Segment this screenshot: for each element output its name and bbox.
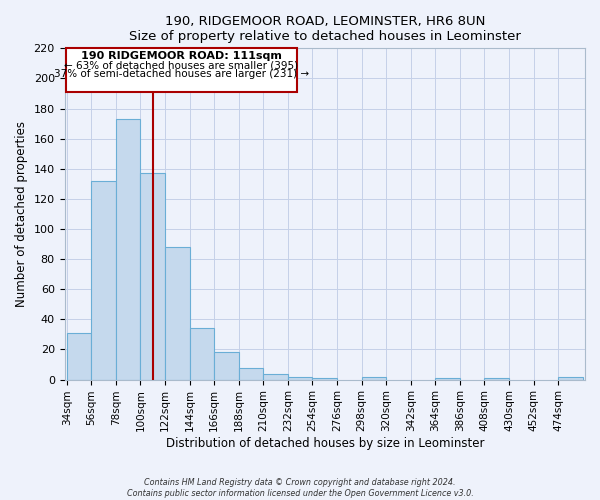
Bar bbox=[436, 378, 460, 380]
X-axis label: Distribution of detached houses by size in Leominster: Distribution of detached houses by size … bbox=[166, 437, 484, 450]
Bar bbox=[558, 376, 583, 380]
Bar bbox=[67, 333, 91, 380]
Bar bbox=[165, 247, 190, 380]
Bar bbox=[140, 174, 165, 380]
Bar bbox=[239, 368, 263, 380]
Text: 190 RIDGEMOOR ROAD: 111sqm: 190 RIDGEMOOR ROAD: 111sqm bbox=[81, 52, 281, 62]
Y-axis label: Number of detached properties: Number of detached properties bbox=[15, 121, 28, 307]
Bar bbox=[190, 328, 214, 380]
Bar bbox=[91, 181, 116, 380]
Bar bbox=[362, 376, 386, 380]
Bar bbox=[214, 352, 239, 380]
Bar bbox=[263, 374, 288, 380]
FancyBboxPatch shape bbox=[65, 48, 297, 92]
Bar bbox=[484, 378, 509, 380]
Text: Contains HM Land Registry data © Crown copyright and database right 2024.
Contai: Contains HM Land Registry data © Crown c… bbox=[127, 478, 473, 498]
Text: ← 63% of detached houses are smaller (395): ← 63% of detached houses are smaller (39… bbox=[64, 60, 298, 70]
Bar bbox=[313, 378, 337, 380]
Title: 190, RIDGEMOOR ROAD, LEOMINSTER, HR6 8UN
Size of property relative to detached h: 190, RIDGEMOOR ROAD, LEOMINSTER, HR6 8UN… bbox=[129, 15, 521, 43]
Bar bbox=[288, 376, 313, 380]
Bar bbox=[116, 119, 140, 380]
Text: 37% of semi-detached houses are larger (231) →: 37% of semi-detached houses are larger (… bbox=[53, 70, 309, 80]
